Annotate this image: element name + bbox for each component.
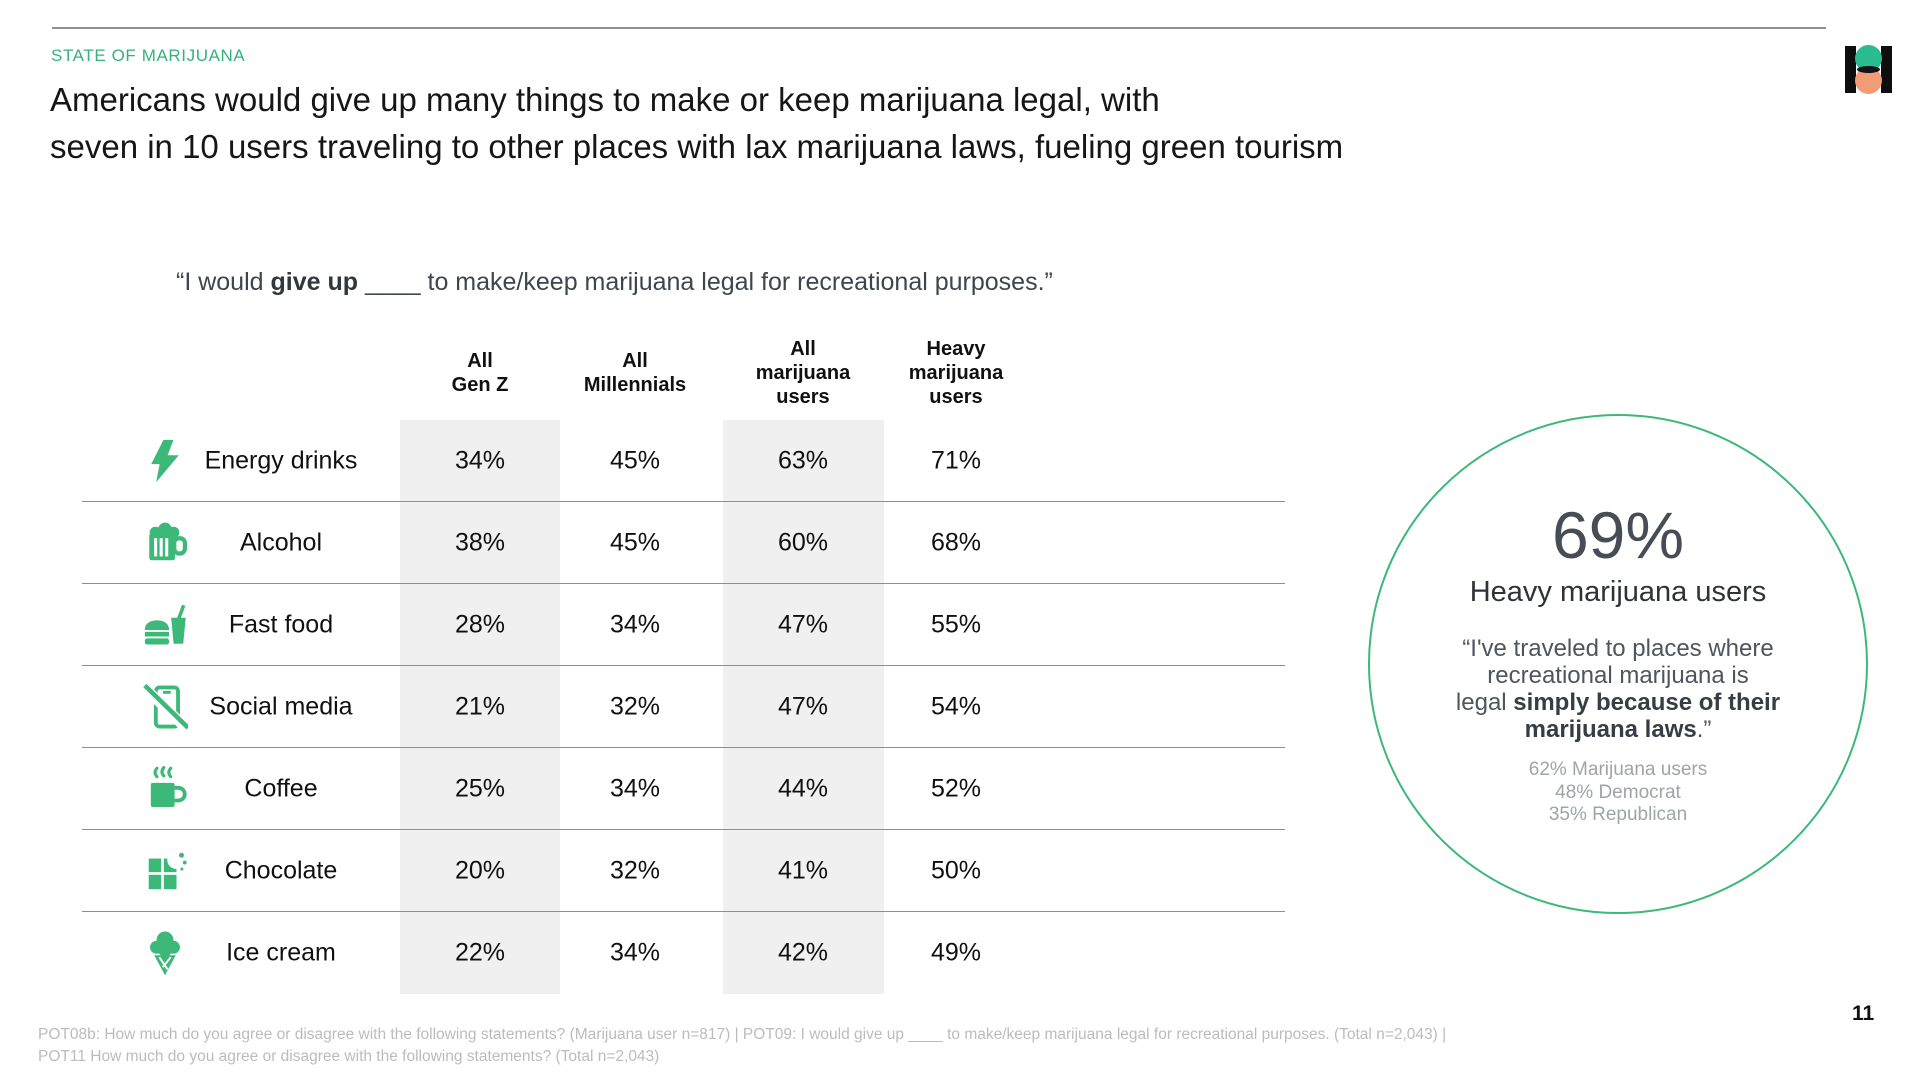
value-heavy-marijuana-users: 55% <box>930 610 982 638</box>
value-heavy-marijuana-users: 71% <box>930 446 982 474</box>
row-label: Ice cream <box>226 938 336 967</box>
row-label: Alcohol <box>240 528 322 556</box>
harris-poll-logo <box>1845 45 1892 94</box>
logo-left-bar <box>1845 46 1856 93</box>
row-label: Fast food <box>228 610 334 638</box>
column-header: All Millennials <box>583 350 687 396</box>
quote-line-1: “I've traveled to places where <box>1462 635 1774 662</box>
value-all-marijuana-users: 47% <box>777 610 829 638</box>
row-label: Chocolate <box>224 856 338 884</box>
table-row: Ice cream 22% 34% 42% 49% <box>82 912 1285 994</box>
value-all-marijuana-users: 42% <box>777 938 829 967</box>
highlight-substats: 62% Marijuana users 48% Democrat 35% Repub… <box>1370 759 1866 827</box>
value-all-marijuana-users: 63% <box>777 446 829 474</box>
footnote-line-1: POT08b: How much do you agree or disagre… <box>38 1026 1447 1043</box>
survey-question-bold: give up <box>270 268 358 296</box>
quote-line-4-suffix: .” <box>1696 716 1712 743</box>
value-heavy-marijuana-users: 52% <box>930 774 982 802</box>
highlight-stat-value: 69% <box>1551 498 1685 572</box>
top-rule <box>52 27 1826 29</box>
value-all-marijuana-users: 60% <box>777 528 829 556</box>
circle-stat-line: 35% Republican <box>1548 804 1688 825</box>
survey-question: “I would give up ____ to make/keep marij… <box>176 268 1053 297</box>
title-line-1: Americans would give up many things to m… <box>50 81 1160 118</box>
quote-line-3-bold: simply because of their <box>1513 689 1781 716</box>
survey-question-suffix: ____ to make/keep marijuana legal for re… <box>358 268 1053 296</box>
value-heavy-marijuana-users: 68% <box>930 528 982 556</box>
value-heavy-marijuana-users: 54% <box>930 692 982 720</box>
footnote: POT08b: How much do you agree or disagre… <box>38 1024 1446 1068</box>
title-line-2: seven in 10 users traveling to other pla… <box>50 128 1344 165</box>
value-millennials: 32% <box>609 692 661 720</box>
page-title: Americans would give up many things to m… <box>50 76 1343 170</box>
eyebrow-label: STATE OF MARIJUANA <box>51 46 246 65</box>
value-all-marijuana-users: 44% <box>777 774 829 802</box>
quote-line-3-regular: legal <box>1455 689 1514 716</box>
value-all-marijuana-users: 47% <box>777 692 829 720</box>
highlight-circle: 69% Heavy marijuana users “I've traveled… <box>1368 414 1868 914</box>
highlight-quote: “I've traveled to places where recreatio… <box>1370 635 1866 743</box>
value-gen-z: 21% <box>454 692 506 720</box>
table-row: Energy drinks 34% 45% 63% 71% <box>82 420 1285 502</box>
table-row: Chocolate 20% 32% 41% 50% <box>82 830 1285 912</box>
value-heavy-marijuana-users: 50% <box>930 856 982 884</box>
value-gen-z: 20% <box>454 856 506 884</box>
value-heavy-marijuana-users: 49% <box>930 938 982 967</box>
quote-line-4-bold: marijuana laws <box>1524 716 1697 743</box>
value-gen-z: 22% <box>454 938 506 967</box>
table-row: Social media 21% 32% 47% 54% <box>82 666 1285 748</box>
row-label: Coffee <box>244 774 318 802</box>
row-label: Energy drinks <box>204 446 358 474</box>
value-millennials: 34% <box>609 774 661 802</box>
circle-stat-line: 62% Marijuana users <box>1528 759 1708 780</box>
value-millennials: 34% <box>609 610 661 638</box>
logo-overlap-lens <box>1857 66 1880 73</box>
column-highlight-band-marijuana-users <box>723 420 884 994</box>
value-millennials: 45% <box>609 446 661 474</box>
highlight-group-label: Heavy marijuana users <box>1469 576 1767 608</box>
column-header: All marijuana users <box>755 338 851 408</box>
value-millennials: 32% <box>609 856 661 884</box>
column-header: All Gen Z <box>451 350 509 396</box>
column-header: Heavy marijuana users <box>908 338 1004 408</box>
value-millennials: 34% <box>609 938 661 967</box>
value-all-marijuana-users: 41% <box>777 856 829 884</box>
survey-question-prefix: “I would <box>176 268 271 296</box>
table-row: Fast food 28% 34% 47% 55% <box>82 584 1285 666</box>
value-gen-z: 38% <box>454 528 506 556</box>
value-gen-z: 28% <box>454 610 506 638</box>
column-highlight-band-gen-z <box>400 420 560 994</box>
value-millennials: 45% <box>609 528 661 556</box>
footnote-line-2: POT11 How much do you agree or disagree … <box>38 1048 660 1065</box>
table-row: Coffee 25% 34% 44% 52% <box>82 748 1285 830</box>
page-number: 11 <box>1852 1002 1875 1025</box>
row-label: Social media <box>209 692 353 720</box>
circle-stat-line: 48% Democrat <box>1555 781 1681 803</box>
quote-line-2: recreational marijuana is <box>1487 662 1749 689</box>
value-gen-z: 25% <box>454 774 506 802</box>
give-up-table: All Gen Z All Millennials All marijuana us… <box>82 330 1285 994</box>
table-row: Alcohol 38% 45% 60% 68% <box>82 502 1285 584</box>
value-gen-z: 34% <box>454 446 506 474</box>
logo-right-bar <box>1881 46 1892 93</box>
table-rows: Energy drinks 34% 45% 63% 71% Alcohol 38… <box>82 420 1285 994</box>
